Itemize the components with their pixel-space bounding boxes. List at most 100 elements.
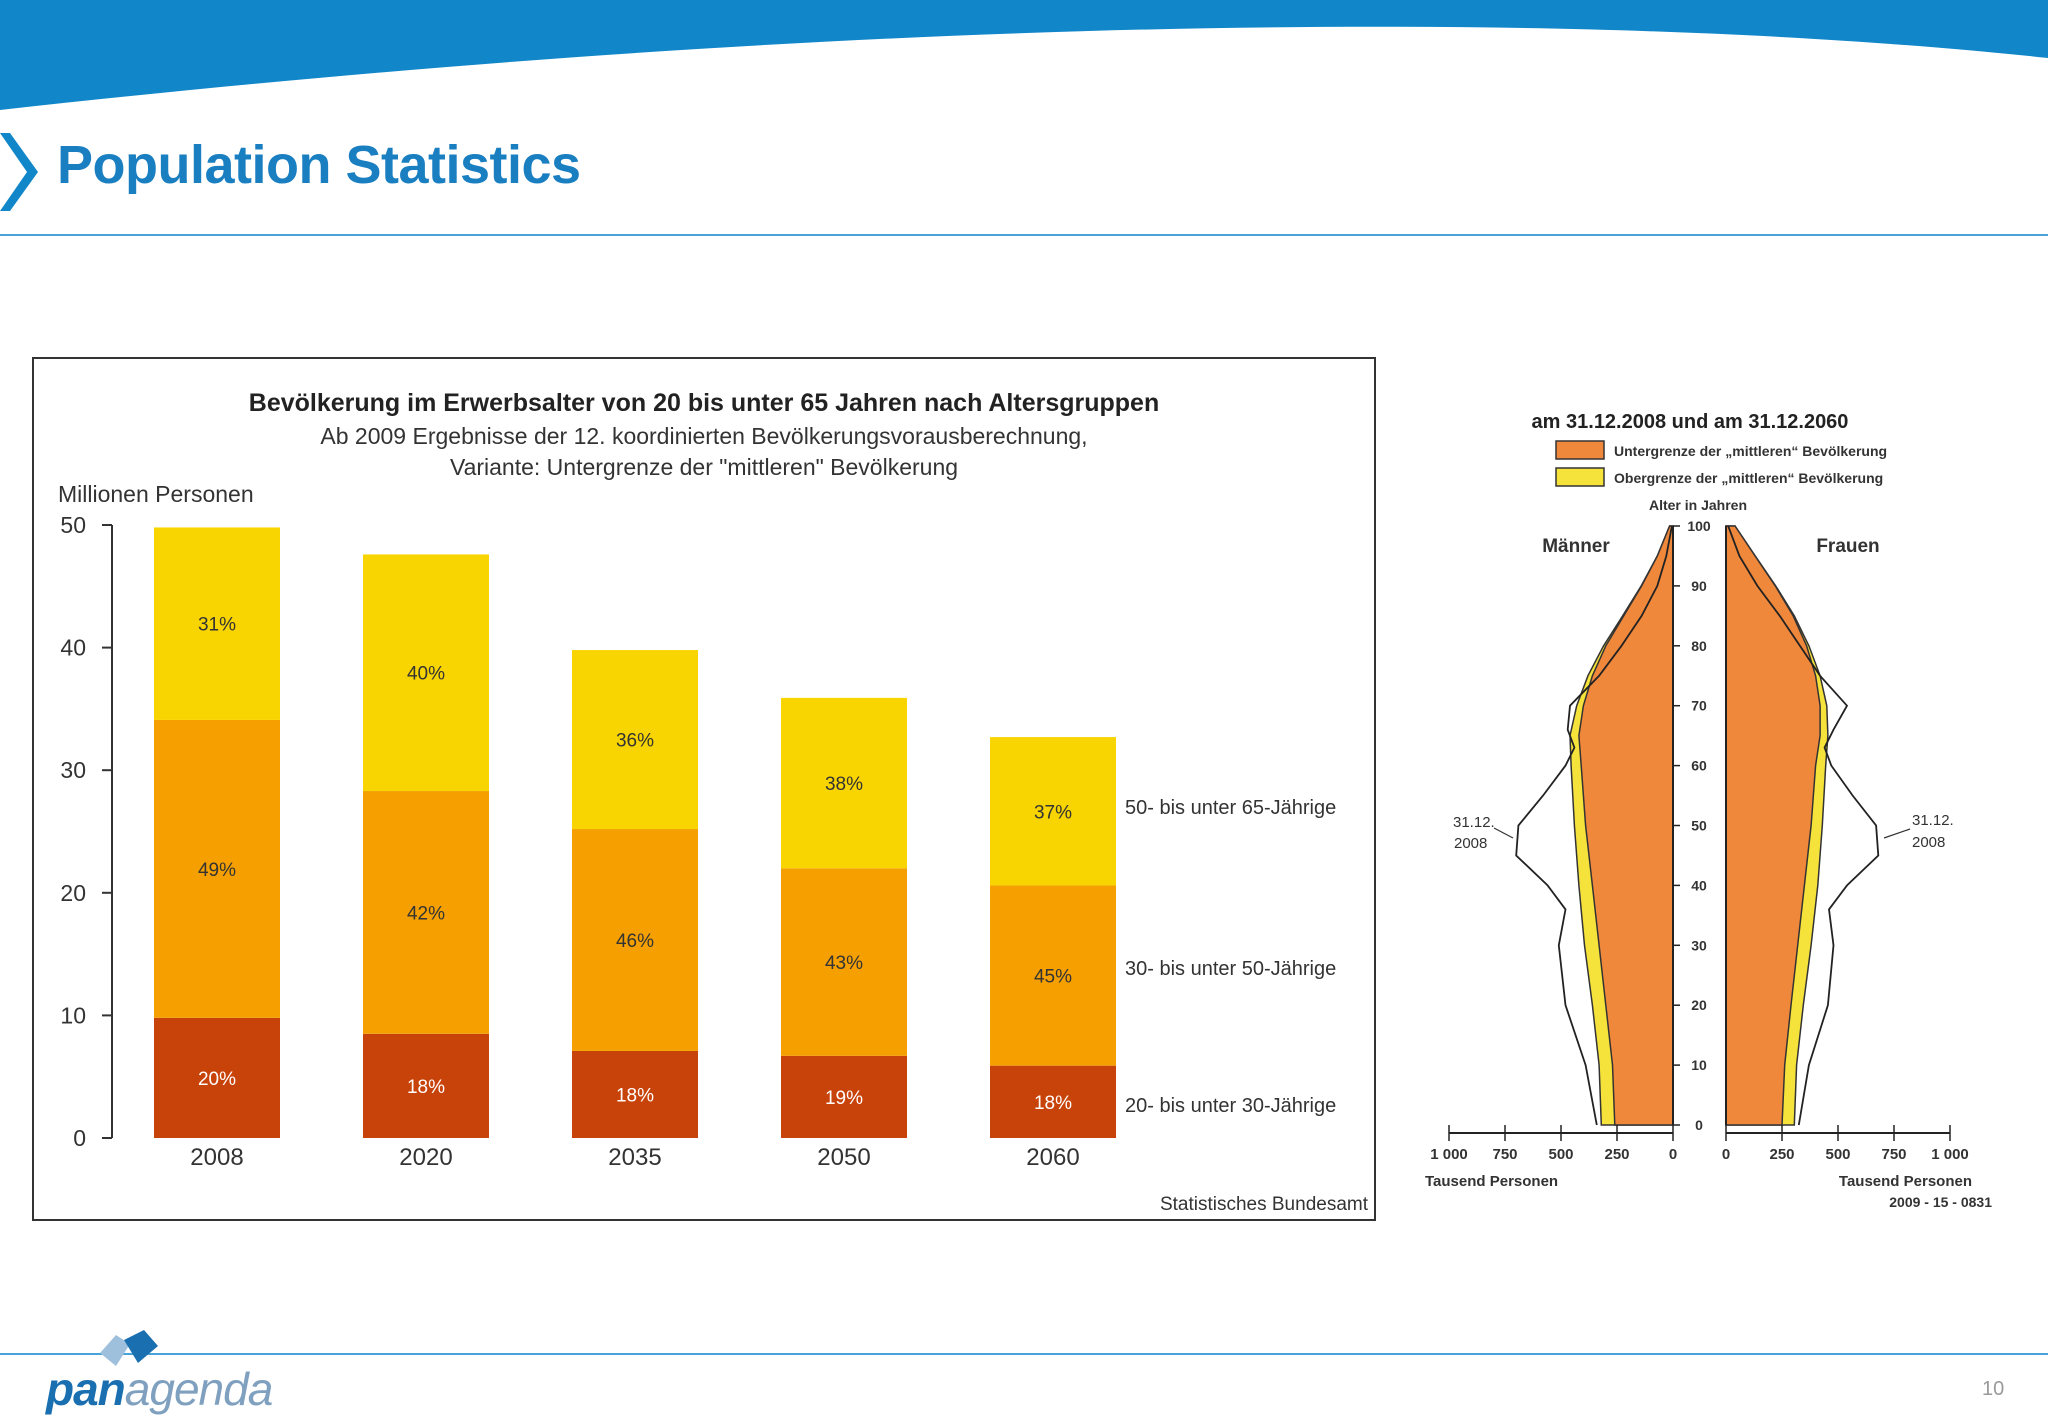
- legend-entry: 30- bis unter 50-Jährige: [1125, 958, 1336, 980]
- x-tick-label: 2020: [399, 1144, 452, 1171]
- x-tick-label: 0: [1669, 1146, 1677, 1163]
- age-tick-label: 0: [1695, 1117, 1703, 1133]
- y-tick-label: 30: [60, 757, 86, 783]
- annotation-right-leader: [1883, 828, 1911, 839]
- age-tick-label: 60: [1691, 758, 1707, 774]
- men-label: Männer: [1542, 536, 1610, 557]
- bar-segment: [363, 1033, 489, 1138]
- y-axis-ticks: 0 10 20 30 40 50: [60, 512, 112, 1151]
- x-unit-left: Tausend Personen: [1425, 1173, 1558, 1190]
- bar-segment: [154, 1017, 280, 1138]
- y-axis-label: Millionen Personen: [58, 481, 254, 507]
- bar-data-label: 20%: [198, 1069, 236, 1090]
- age-axis-title: Alter in Jahren: [1649, 497, 1747, 513]
- x-tick-label: 500: [1548, 1146, 1573, 1163]
- chart-subtitle-line-1: Ab 2009 Ergebnisse der 12. koordinierten…: [320, 423, 1087, 449]
- bar-data-label: 18%: [407, 1077, 445, 1098]
- y-tick-label: 20: [60, 880, 86, 906]
- legend-label-lower: Untergrenze der „mittleren“ Bevölkerung: [1614, 443, 1887, 459]
- bar-data-label: 18%: [1034, 1093, 1072, 1114]
- bar-data-label: 36%: [616, 731, 654, 752]
- bars: 20% 49% 31% 2008 18% 42% 40% 2020 18% 46% 36% 2035 1…: [154, 527, 1116, 1171]
- logo-text-pan: pan: [46, 1363, 126, 1415]
- men-2060-lower-area: [1578, 525, 1674, 1126]
- bar-segment: [781, 868, 907, 1056]
- bar-data-label: 40%: [407, 664, 445, 685]
- annotation-left-line-2: 2008: [1454, 835, 1487, 852]
- bar-data-label: 31%: [198, 615, 236, 636]
- bar-segment: [781, 697, 907, 869]
- x-tick-label: 250: [1769, 1146, 1794, 1163]
- age-tick-label: 30: [1691, 937, 1707, 953]
- legend-swatch-lower: [1555, 440, 1605, 460]
- stacked-bar-chart: Bevölkerung im Erwerbsalter von 20 bis u…: [32, 357, 1376, 1221]
- y-tick-label: 0: [73, 1125, 86, 1151]
- x-tick-label: 750: [1492, 1146, 1517, 1163]
- age-tick-label: 50: [1691, 818, 1707, 834]
- age-tick-label: 20: [1691, 997, 1707, 1013]
- logo-text-agenda: agenda: [124, 1363, 273, 1415]
- header-banner: [0, 0, 2048, 110]
- bar-data-label: 18%: [616, 1085, 654, 1106]
- pyramid-shapes: [1515, 525, 1880, 1126]
- bar-segment: [572, 1050, 698, 1138]
- bar-segment: [572, 650, 698, 830]
- chart-subtitle-line-2: Variante: Untergrenze der "mittleren" Be…: [450, 454, 958, 480]
- x-tick-label: 750: [1881, 1146, 1906, 1163]
- x-tick-label: 1 000: [1931, 1146, 1969, 1163]
- age-tick-label: 70: [1691, 698, 1707, 714]
- legend-entry: 20- bis unter 30-Jährige: [1125, 1095, 1336, 1117]
- age-tick-label: 90: [1691, 578, 1707, 594]
- bar-segment: [363, 791, 489, 1034]
- age-tick-label: 40: [1691, 877, 1707, 893]
- bar-segment: [990, 885, 1116, 1066]
- bar-data-label: 45%: [1034, 967, 1072, 988]
- age-tick-label: 100: [1687, 518, 1711, 534]
- title-chevron-icon: [0, 133, 38, 211]
- bar-data-label: 38%: [825, 774, 863, 795]
- bar-data-label: 49%: [198, 860, 236, 881]
- annotation-left-leader: [1493, 827, 1514, 839]
- bar-data-label: 37%: [1034, 802, 1072, 823]
- bar-segment: [363, 554, 489, 792]
- y-tick-label: 10: [60, 1002, 86, 1028]
- population-axis: 1 000 750 500 250 0 0 250 500 750 1 000: [1430, 1125, 1969, 1163]
- women-2060-lower-area: [1725, 525, 1821, 1126]
- slide-title: Population Statistics: [57, 135, 581, 195]
- x-tick-label: 2050: [817, 1144, 870, 1171]
- annotation-right-line-1: 31.12.: [1912, 812, 1954, 829]
- bar-segment: [572, 829, 698, 1051]
- page-number: 10: [1982, 1378, 2005, 1400]
- annotation-left-line-1: 31.12.: [1453, 814, 1495, 831]
- legend: 50- bis unter 65-Jährige 30- bis unter 50…: [1125, 797, 1336, 1117]
- bar-segment: [154, 527, 280, 720]
- men-2008-outline: [1515, 525, 1673, 1126]
- bar-segment: [990, 1065, 1116, 1138]
- x-tick-label: 2060: [1026, 1144, 1079, 1171]
- pyramid-title: am 31.12.2008 und am 31.12.2060: [1532, 411, 1849, 433]
- figure-code: 2009 - 15 - 0831: [1889, 1194, 1992, 1210]
- logo-mark-icon: [100, 1330, 158, 1366]
- source-note: Statistisches Bundesamt: [1160, 1194, 1369, 1215]
- legend-swatch-upper: [1555, 467, 1605, 487]
- y-tick-label: 50: [60, 512, 86, 538]
- bar-data-label: 42%: [407, 903, 445, 924]
- bar-segment: [154, 719, 280, 1018]
- women-label: Frauen: [1816, 536, 1879, 557]
- age-pyramid-chart: am 31.12.2008 und am 31.12.2060 Untergre…: [1425, 411, 1992, 1210]
- chart-title: Bevölkerung im Erwerbsalter von 20 bis u…: [249, 389, 1159, 417]
- legend-label-upper: Obergrenze der „mittleren“ Bevölkerung: [1614, 470, 1883, 486]
- x-tick-label: 2008: [190, 1144, 243, 1171]
- legend-entry: 50- bis unter 65-Jährige: [1125, 797, 1336, 819]
- x-tick-label: 250: [1604, 1146, 1629, 1163]
- age-axis: 0 10 20 30 40 50 60 70 80 90 100: [1673, 518, 1711, 1133]
- y-tick-label: 40: [60, 635, 86, 661]
- women-2008-outline: [1727, 525, 1880, 1126]
- age-tick-label: 10: [1691, 1057, 1707, 1073]
- x-tick-label: 0: [1722, 1146, 1730, 1163]
- x-tick-label: 2035: [608, 1144, 661, 1171]
- annotation-right-line-2: 2008: [1912, 834, 1945, 851]
- age-tick-label: 80: [1691, 638, 1707, 654]
- brand-logo: panagenda: [46, 1362, 273, 1416]
